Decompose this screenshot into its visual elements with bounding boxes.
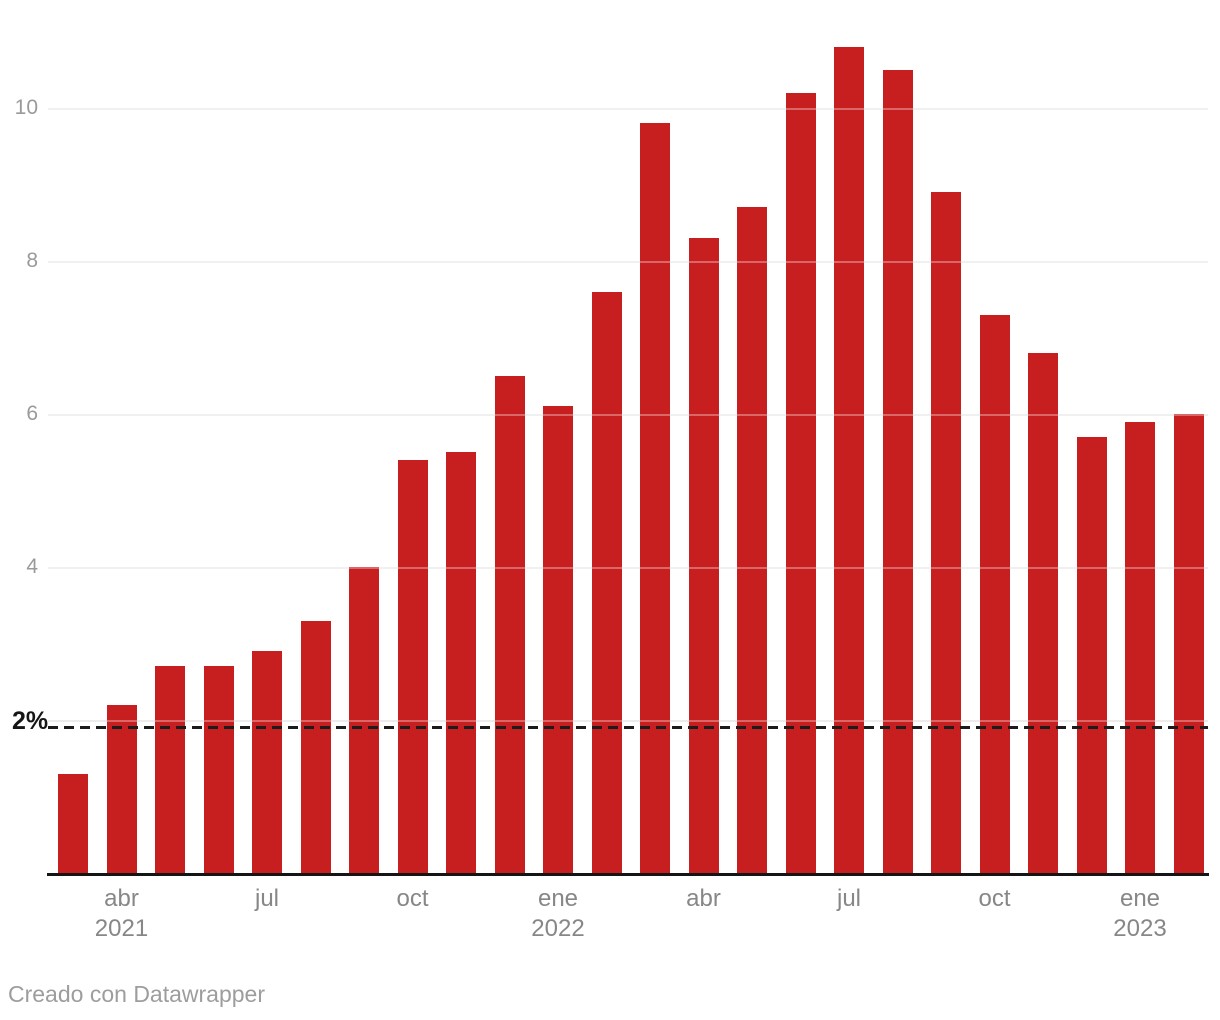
gridline — [48, 567, 1208, 569]
bar-ene-2023[interactable] — [1125, 422, 1155, 873]
bar-dic-2021[interactable] — [494, 376, 525, 873]
bar-mar-2021[interactable] — [58, 774, 88, 873]
y-axis-label: 10 — [14, 96, 38, 119]
x-axis-year-label: 2021 — [94, 915, 149, 942]
inflation-target-dashed-line — [48, 726, 1208, 729]
gridline-overlay — [48, 414, 1208, 416]
bar-jul-2022[interactable] — [834, 47, 864, 873]
bar-sep-2022[interactable] — [931, 192, 961, 873]
bar-jun-2021[interactable] — [203, 666, 234, 873]
bar-nov-2021[interactable] — [446, 452, 476, 873]
bar-oct-2021[interactable] — [397, 460, 428, 873]
y-axis-label: 6 — [26, 402, 38, 425]
bar-abr-2021[interactable] — [106, 705, 137, 873]
bar-dic-2022[interactable] — [1076, 437, 1107, 873]
bar-nov-2022[interactable] — [1028, 353, 1058, 873]
x-axis-year-label: 2023 — [1113, 915, 1167, 942]
gridline — [48, 108, 1208, 110]
x-axis-label: jul — [836, 885, 861, 912]
gridline — [48, 720, 1208, 722]
x-axis-line — [47, 873, 1209, 876]
bar-jun-2022[interactable] — [785, 93, 816, 873]
x-axis-label: ene — [537, 885, 579, 912]
x-axis-label: abr — [104, 885, 139, 912]
bar-abr-2022[interactable] — [688, 238, 719, 873]
bar-may-2022[interactable] — [737, 207, 767, 873]
bar-feb-2022[interactable] — [591, 292, 622, 873]
inflation-target-label: 2% — [12, 707, 49, 735]
datawrapper-link[interactable]: Datawrapper — [133, 981, 265, 1007]
gridline — [48, 414, 1208, 416]
gridline-overlay — [48, 720, 1208, 722]
x-axis-label: jul — [254, 885, 279, 912]
bar-sep-2021[interactable] — [349, 567, 379, 873]
y-axis-label: 4 — [26, 555, 38, 578]
x-axis-label: oct — [978, 885, 1011, 912]
bar-jul-2021[interactable] — [252, 651, 282, 873]
attribution: Creado con Datawrapper — [8, 981, 265, 1008]
bar-may-2021[interactable] — [155, 666, 185, 873]
x-axis-label: oct — [396, 885, 429, 912]
bar-oct-2022[interactable] — [979, 315, 1010, 873]
x-axis-label: ene — [1119, 885, 1161, 912]
x-axis-label: abr — [686, 885, 721, 912]
bar-mar-2022[interactable] — [640, 123, 670, 873]
bar-ago-2022[interactable] — [882, 70, 913, 873]
gridline-overlay — [48, 567, 1208, 569]
bar-ago-2021[interactable] — [300, 621, 331, 873]
bar-ene-2022[interactable] — [543, 406, 573, 873]
gridline — [48, 261, 1208, 263]
bar-feb-2023[interactable] — [1173, 414, 1204, 873]
y-axis-label: 8 — [26, 249, 38, 272]
attribution-prefix: Creado con — [8, 981, 134, 1007]
gridline-overlay — [48, 108, 1208, 110]
x-axis-year-label: 2022 — [531, 915, 585, 942]
gridline-overlay — [48, 261, 1208, 263]
